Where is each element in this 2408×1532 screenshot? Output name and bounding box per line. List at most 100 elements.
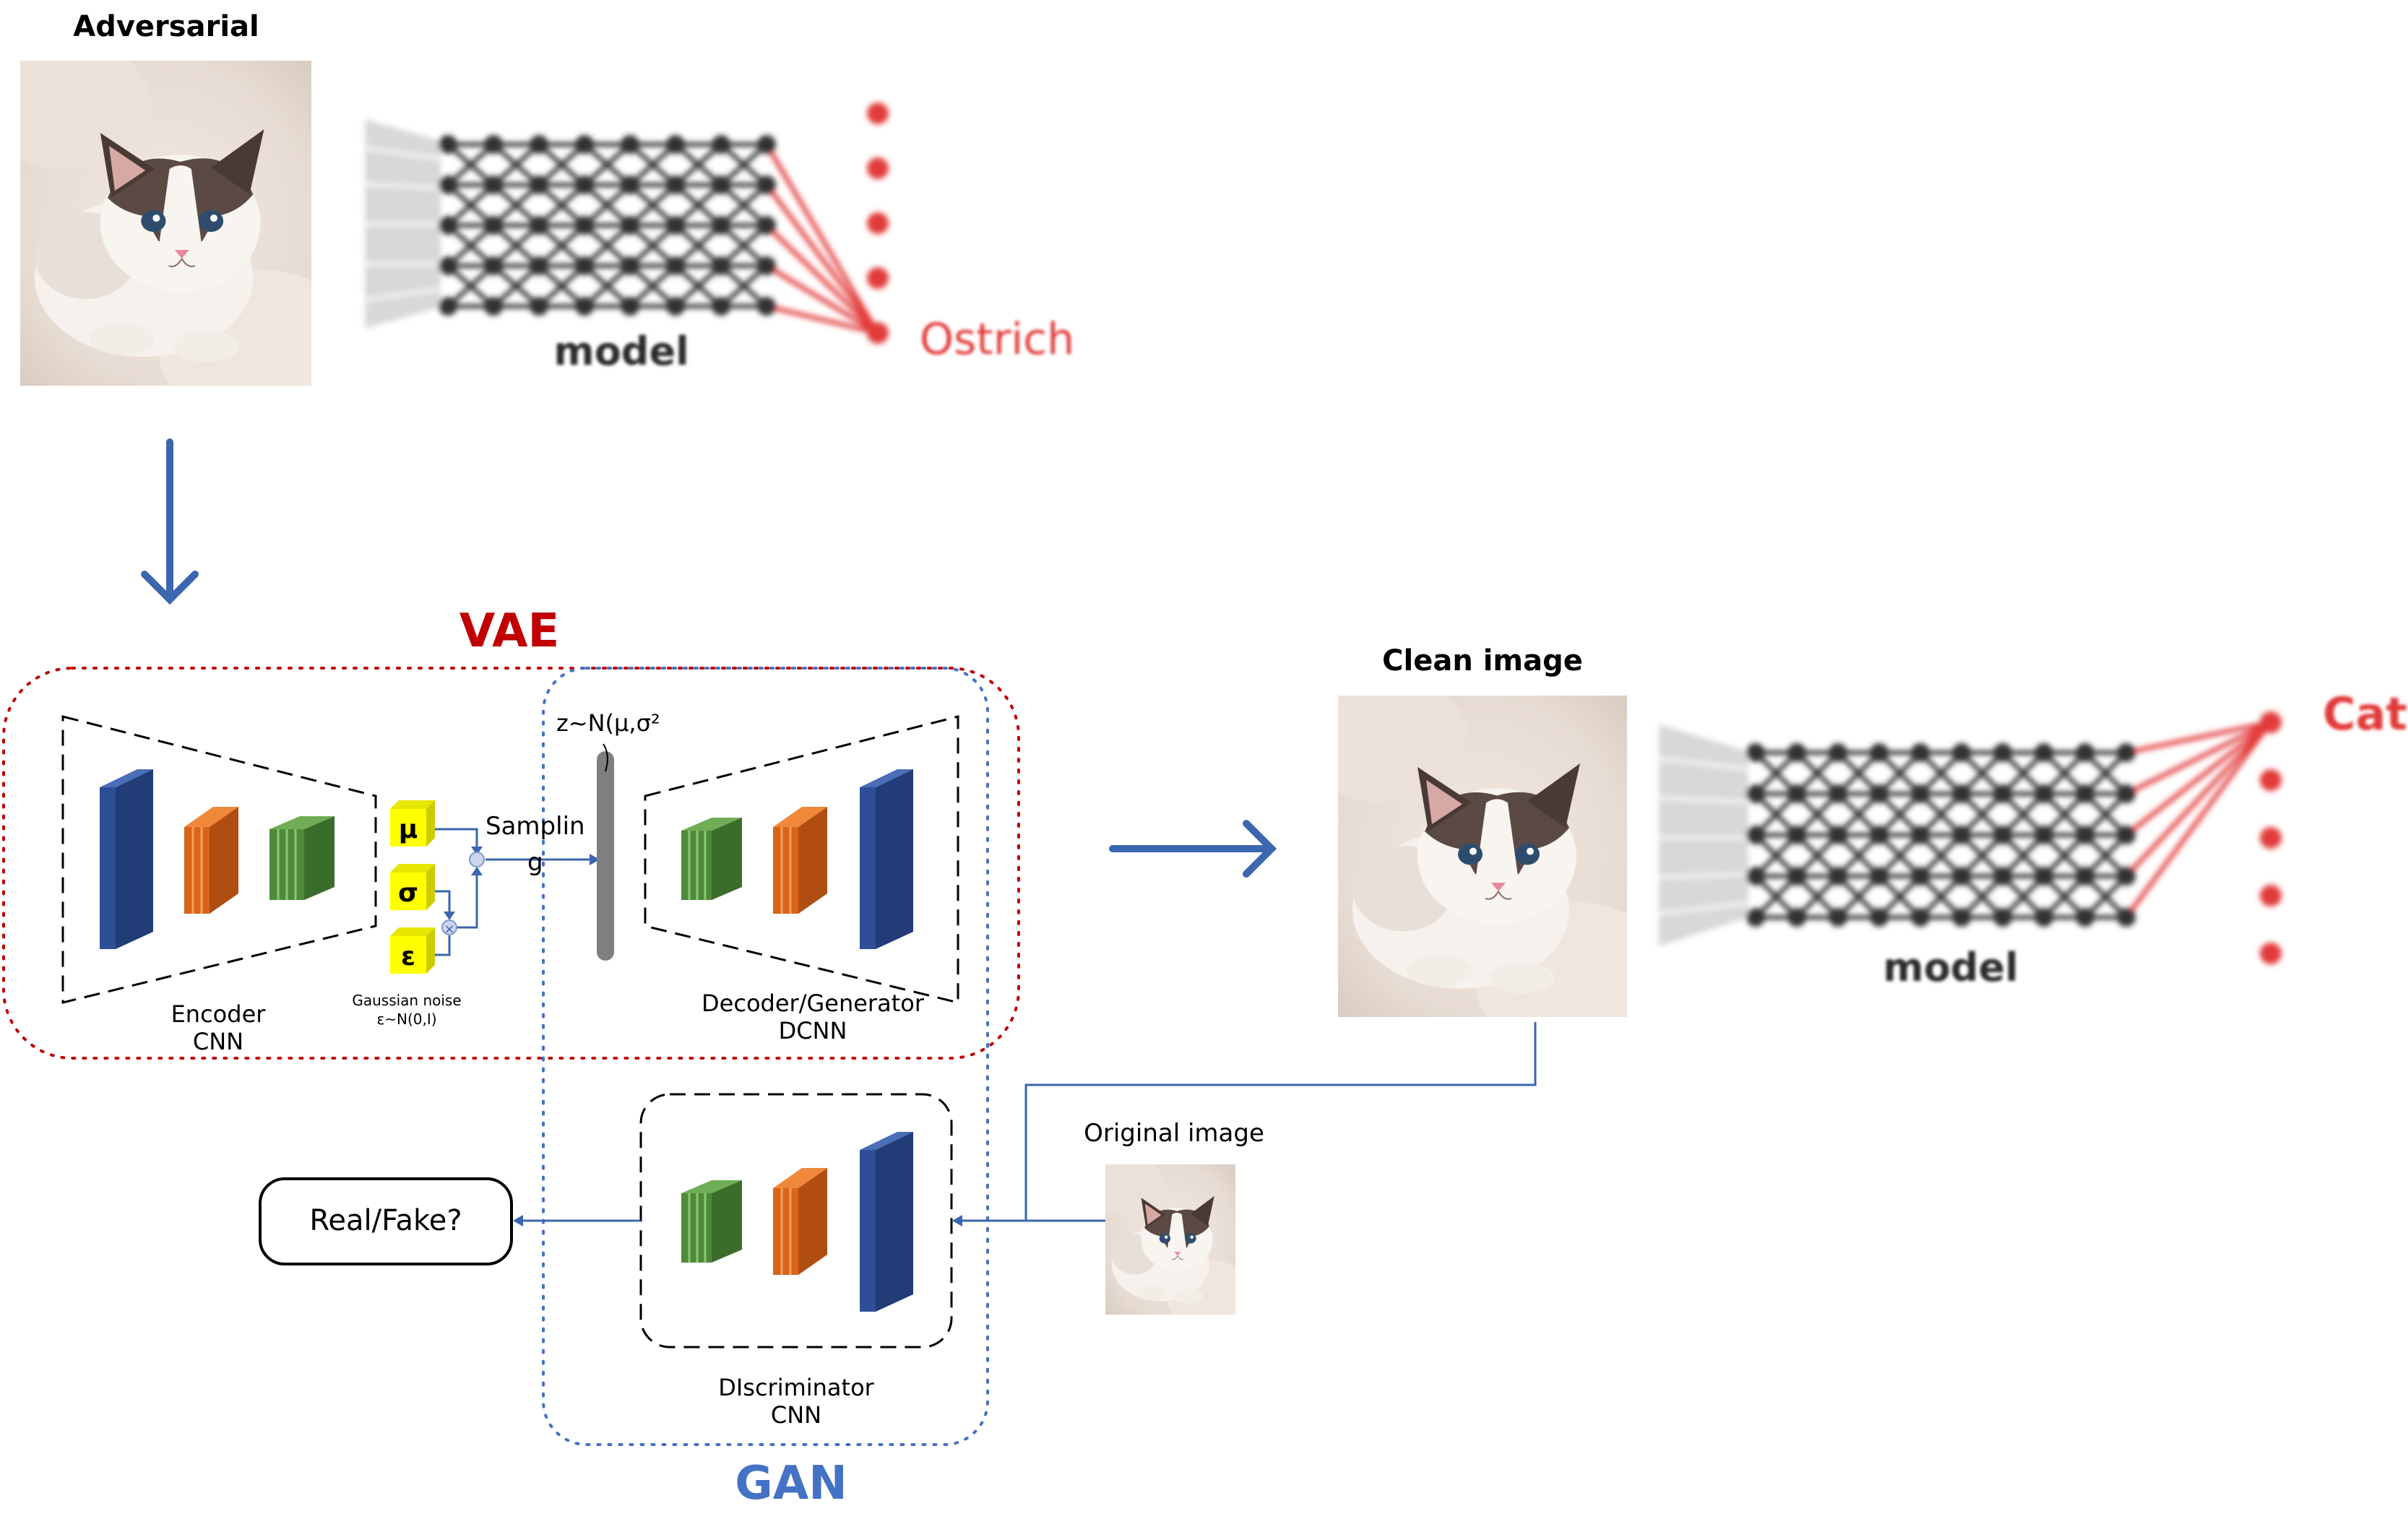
encoder-label: Encoder: [171, 1000, 267, 1028]
sampling-label-line2: g: [527, 848, 543, 877]
network-node: [575, 176, 594, 194]
network-node: [666, 216, 685, 235]
output-node: [2260, 827, 2282, 849]
top-model-network: [364, 103, 889, 344]
decoder-label: Decoder/Generator: [702, 990, 925, 1017]
network-node: [2117, 743, 2136, 762]
gan-boundary: [542, 667, 989, 1446]
clean-image: [1338, 696, 1627, 1017]
network-node: [1870, 908, 1889, 927]
network-node: [484, 256, 503, 275]
network-node: [439, 216, 457, 235]
network-node: [484, 216, 503, 235]
network-node: [1993, 826, 2012, 844]
network-node: [2076, 867, 2094, 886]
network-node: [757, 256, 776, 275]
network-node: [439, 256, 457, 275]
down-arrow: [141, 438, 199, 605]
network-node: [621, 297, 639, 316]
network-node: [712, 297, 730, 316]
network-node: [2034, 867, 2053, 886]
network-node: [1993, 867, 2012, 886]
network-node: [575, 216, 594, 235]
network-node: [1746, 867, 1765, 886]
network-node: [666, 256, 685, 275]
network-node: [1787, 743, 1806, 762]
network-node: [1870, 784, 1889, 803]
adversarial-title: Adversarial: [73, 10, 259, 43]
network-node: [1746, 743, 1765, 762]
network-node: [484, 135, 503, 154]
decoder-layer-green: [681, 818, 742, 900]
network-node: [2117, 826, 2136, 844]
gaussian-noise-label: Gaussian noise: [352, 992, 461, 1009]
output-node: [867, 267, 889, 289]
latent-pointer: [603, 743, 608, 772]
network-node: [1911, 908, 1930, 927]
network-node: [1870, 826, 1889, 844]
encoder-trapezoid: [61, 715, 377, 1004]
network-node: [484, 176, 503, 194]
network-node: [2117, 867, 2136, 886]
network-node: [484, 297, 503, 316]
network-node: [1952, 743, 1971, 762]
discriminator-layer-blue: [860, 1132, 913, 1312]
network-node: [1746, 784, 1765, 803]
network-node: [621, 176, 639, 194]
network-node: [2076, 908, 2094, 927]
latent-vector-bar: [597, 751, 614, 961]
bottom-model-network: [1658, 711, 2282, 964]
network-node: [1829, 784, 1847, 803]
output-node: [867, 212, 889, 234]
sampling-arrowheads: [444, 847, 600, 920]
top-model-label: model: [553, 329, 689, 374]
multiply-sign: ×: [444, 922, 454, 937]
network-node: [439, 297, 457, 316]
gan-label: GAN: [735, 1457, 847, 1510]
svg-text:ε: ε: [401, 942, 415, 971]
adversarial-image: [20, 61, 311, 386]
network-node: [575, 135, 594, 154]
to-discriminator-arrowhead: [952, 1215, 962, 1226]
network-node: [1746, 826, 1765, 844]
sigma-box: σ: [390, 864, 435, 910]
sampling-label-line1: Samplin: [486, 812, 585, 841]
network-node: [1911, 826, 1930, 844]
network-node: [1952, 867, 1971, 886]
network-node: [1829, 908, 1847, 927]
epsilon-box: ε: [390, 927, 435, 974]
decoder-layer-orange: [773, 807, 827, 914]
network-node: [621, 256, 639, 275]
network-node: [1787, 826, 1806, 844]
sum-node: [469, 852, 485, 867]
output-node: [2260, 711, 2282, 733]
discriminator-layer-green: [681, 1180, 742, 1263]
original-image-label: Original image: [1084, 1119, 1264, 1148]
discriminator-connectors: [520, 1022, 1537, 1222]
network-node: [530, 176, 548, 194]
bottom-prediction-cat: Cat: [2323, 688, 2407, 740]
real-fake-label: Real/Fake?: [309, 1204, 462, 1237]
network-node: [2117, 784, 2136, 803]
network-node: [712, 256, 730, 275]
network-node: [2034, 908, 2053, 927]
network-node: [530, 297, 548, 316]
encoder-layer-green: [269, 816, 335, 900]
network-node: [1746, 908, 1765, 927]
network-node: [757, 216, 776, 235]
network-node: [621, 135, 639, 154]
network-node: [2117, 908, 2136, 927]
output-node: [867, 103, 889, 124]
discriminator-layer-orange: [773, 1168, 827, 1275]
network-node: [757, 176, 776, 194]
network-node: [666, 297, 685, 316]
gaussian-noise-formula: ε~N(0,I): [376, 1010, 436, 1028]
svg-text:σ: σ: [398, 878, 418, 908]
network-node: [1787, 867, 1806, 886]
network-node: [2034, 784, 2053, 803]
network-node: [757, 297, 776, 316]
network-node: [2034, 826, 2053, 844]
network-node: [2034, 743, 2053, 762]
network-node: [1787, 784, 1806, 803]
sampling-connectors: [435, 828, 592, 956]
